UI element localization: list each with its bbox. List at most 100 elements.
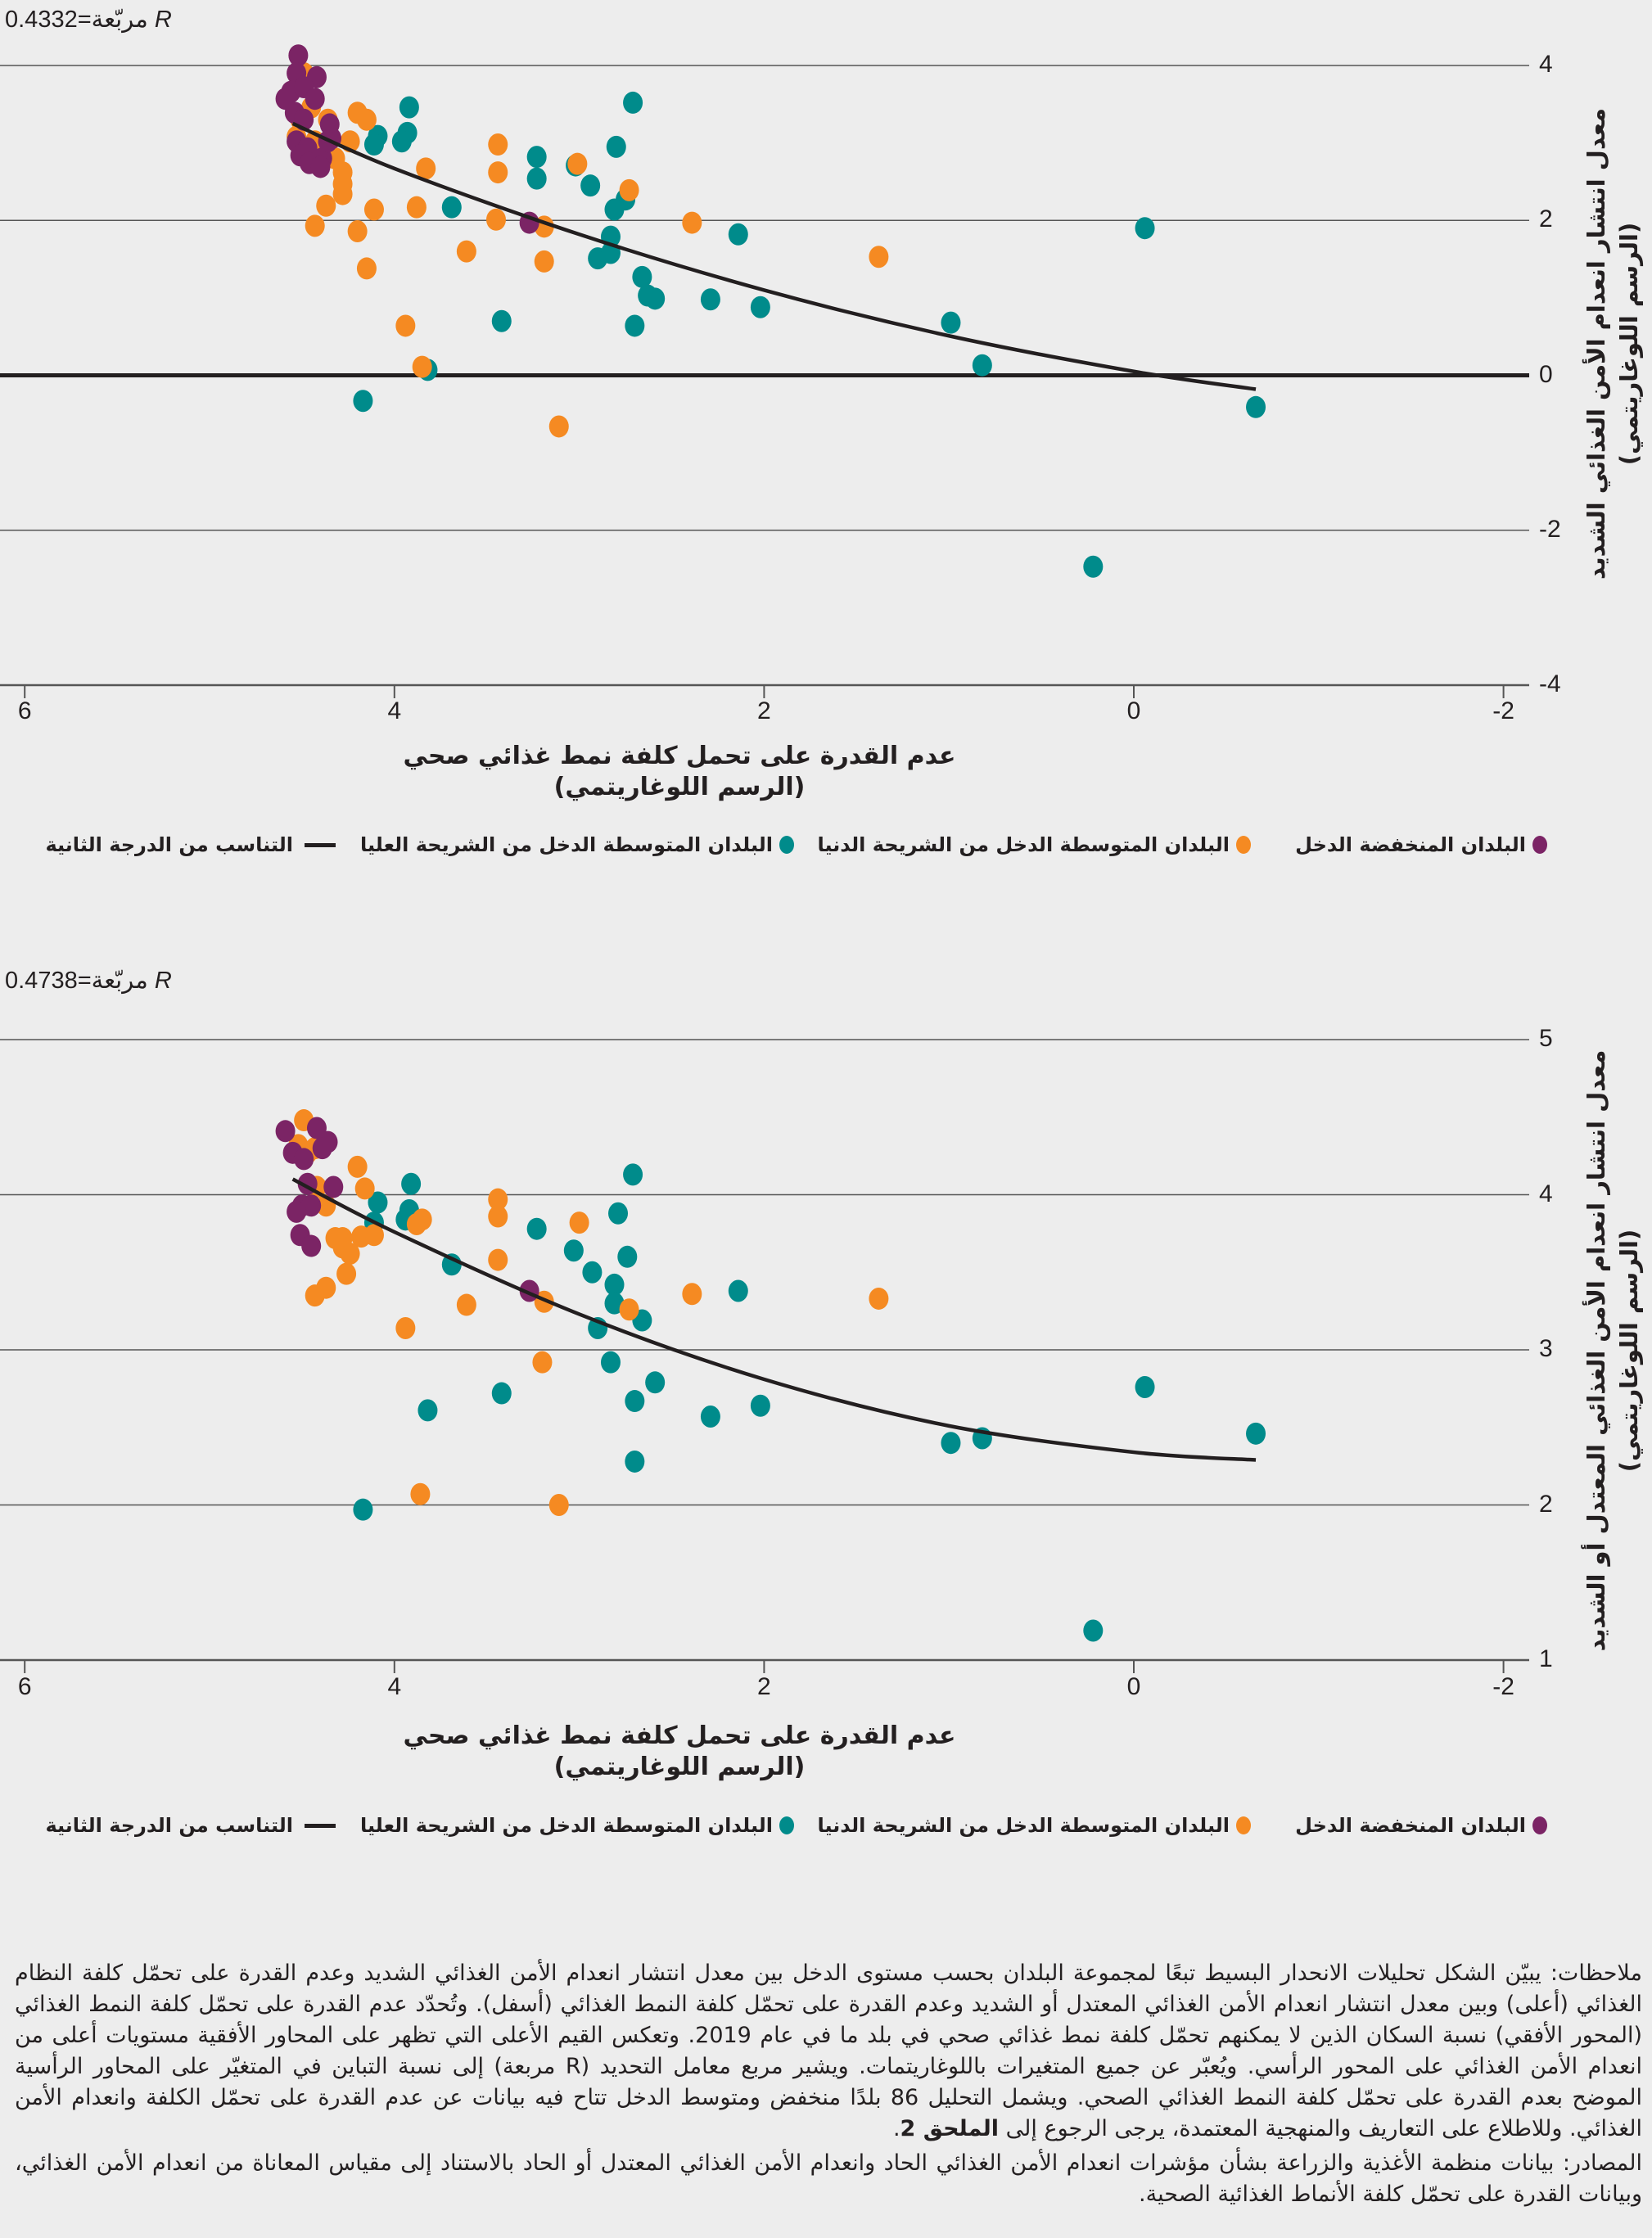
x-axis-title-2: عدم القدرة على تحمل كلفة نمط غذائي صحي (…	[311, 1721, 1048, 1783]
quadratic-fit-line	[291, 121, 1257, 391]
r-symbol: R	[154, 968, 172, 994]
data-point-lower-middle	[548, 1494, 569, 1516]
legend-label: التناسب من الدرجة الثانية	[45, 833, 293, 856]
data-point-lower-middle	[354, 1177, 375, 1200]
x-axis-title-line: عدم القدرة على تحمل كلفة نمط غذائي صحي	[403, 742, 956, 770]
x-tick-label: 4	[387, 697, 402, 724]
data-point-upper-middle	[625, 1450, 645, 1473]
x-axis-title-subline: (الرسم اللوغاريتمي)	[553, 1753, 806, 1781]
x-tick-label: 4	[387, 1673, 402, 1700]
data-point-upper-middle	[728, 223, 748, 246]
data-point-upper-middle	[526, 146, 547, 169]
data-point-lower-middle	[395, 314, 416, 337]
data-point-upper-middle	[401, 1172, 422, 1195]
data-point-upper-middle	[600, 1351, 621, 1374]
data-point-low-income	[312, 1137, 332, 1160]
data-point-lower-middle	[532, 1351, 553, 1374]
sources-paragraph: المصادر: بيانات منظمة الأغذية والزراعة ب…	[15, 2148, 1642, 2210]
legend-item-low-income: البلدان المنخفضة الدخل	[1295, 1814, 1547, 1837]
notes-section: ملاحظات: يبيّن الشكل تحليلات الانحدار ال…	[15, 1958, 1642, 2213]
y-tick-label: -4	[1539, 670, 1561, 697]
x-tick-label: 6	[17, 1673, 32, 1700]
data-point-upper-middle	[608, 1202, 629, 1225]
data-point-lower-middle	[567, 152, 588, 175]
data-point-upper-middle	[1246, 1422, 1266, 1445]
r-squared-word: مربّعة	[91, 7, 148, 33]
data-point-upper-middle	[353, 1498, 373, 1521]
y-tick-label: 4	[1539, 51, 1553, 78]
data-point-low-income	[275, 1120, 296, 1143]
data-point-low-income	[323, 1175, 344, 1198]
quadratic-fit-line	[291, 1177, 1257, 1462]
legend-label: البلدان المنخفضة الدخل	[1295, 1814, 1526, 1837]
data-point-lower-middle	[363, 1224, 384, 1247]
data-point-upper-middle	[1135, 217, 1155, 240]
data-point-lower-middle	[569, 1211, 589, 1234]
legend-dot-icon	[1236, 836, 1251, 854]
data-point-upper-middle	[625, 1390, 645, 1413]
data-point-lower-middle	[488, 133, 508, 156]
data-point-upper-middle	[972, 354, 992, 377]
data-point-upper-middle	[441, 196, 462, 219]
data-point-lower-middle	[347, 219, 368, 242]
r-symbol: R	[154, 7, 172, 33]
data-point-low-income	[287, 1200, 307, 1223]
data-point-upper-middle	[526, 1217, 547, 1240]
y-axis-title-line: معدل انتشار انعدام الأمن الغذائي الشديد	[1582, 107, 1610, 580]
legend-label: البلدان المتوسطة الدخل من الشريحة الدنيا	[817, 833, 1230, 856]
y-tick-label: 3	[1539, 1335, 1553, 1362]
data-point-lower-middle	[416, 157, 436, 180]
data-point-upper-middle	[625, 314, 645, 337]
notes-end: .	[892, 2116, 900, 2141]
y-tick-label: 5	[1539, 1025, 1553, 1052]
legend-item-upper-middle: البلدان المتوسطة الدخل من الشريحة العليا	[360, 833, 794, 856]
legend-item-fit: التناسب من الدرجة الثانية	[45, 1814, 336, 1837]
data-point-upper-middle	[1246, 395, 1266, 418]
data-point-lower-middle	[682, 211, 702, 234]
data-point-upper-middle	[645, 287, 666, 310]
data-point-lower-middle	[534, 250, 554, 273]
data-point-upper-middle	[728, 1279, 748, 1302]
data-point-upper-middle	[491, 1382, 512, 1405]
data-point-upper-middle	[606, 135, 626, 158]
data-point-lower-middle	[363, 198, 384, 221]
data-point-lower-middle	[456, 1293, 476, 1316]
notes-label: ملاحظات:	[1550, 1961, 1642, 1986]
x-tick-label: 6	[17, 697, 32, 724]
x-axis-title-subline: (الرسم اللوغاريتمي)	[553, 773, 806, 801]
x-tick-label: -2	[1492, 697, 1514, 724]
data-point-lower-middle	[406, 196, 427, 219]
data-point-lower-middle	[619, 1298, 639, 1321]
data-point-lower-middle	[316, 194, 336, 217]
notes-text: يبيّن الشكل تحليلات الانحدار البسيط تبعً…	[15, 1961, 1643, 2141]
data-point-lower-middle	[316, 1276, 336, 1299]
data-point-upper-middle	[580, 174, 601, 197]
legend-dot-icon	[1532, 1816, 1547, 1834]
data-point-upper-middle	[623, 1163, 643, 1186]
data-point-lower-middle	[410, 1482, 431, 1505]
x-tick-label: 0	[1126, 697, 1141, 724]
data-point-lower-middle	[332, 183, 353, 205]
data-point-lower-middle	[347, 1155, 368, 1178]
r-squared-value: 0.4332	[5, 7, 78, 33]
data-point-upper-middle	[353, 390, 373, 413]
data-point-lower-middle	[356, 257, 377, 280]
data-point-upper-middle	[363, 133, 384, 156]
data-point-upper-middle	[632, 265, 652, 288]
data-point-low-income	[301, 1194, 322, 1217]
data-point-upper-middle	[1083, 555, 1104, 578]
data-point-low-income	[310, 156, 331, 178]
data-point-lower-middle	[456, 240, 476, 263]
legend-2: البلدان المنخفضة الدخل البلدان المتوسطة …	[0, 1814, 1652, 1843]
data-point-upper-middle	[418, 1399, 438, 1422]
sources-label: المصادر:	[1562, 2150, 1642, 2176]
legend-line-icon	[305, 842, 336, 847]
data-point-upper-middle	[604, 1273, 625, 1296]
data-point-lower-middle	[305, 214, 325, 237]
legend-1: البلدان المنخفضة الدخل البلدان المتوسطة …	[0, 833, 1652, 863]
legend-label: البلدان المتوسطة الدخل من الشريحة العليا	[359, 1814, 773, 1837]
legend-item-fit: التناسب من الدرجة الثانية	[45, 833, 336, 856]
data-point-upper-middle	[391, 130, 412, 153]
data-point-low-income	[294, 1148, 314, 1171]
